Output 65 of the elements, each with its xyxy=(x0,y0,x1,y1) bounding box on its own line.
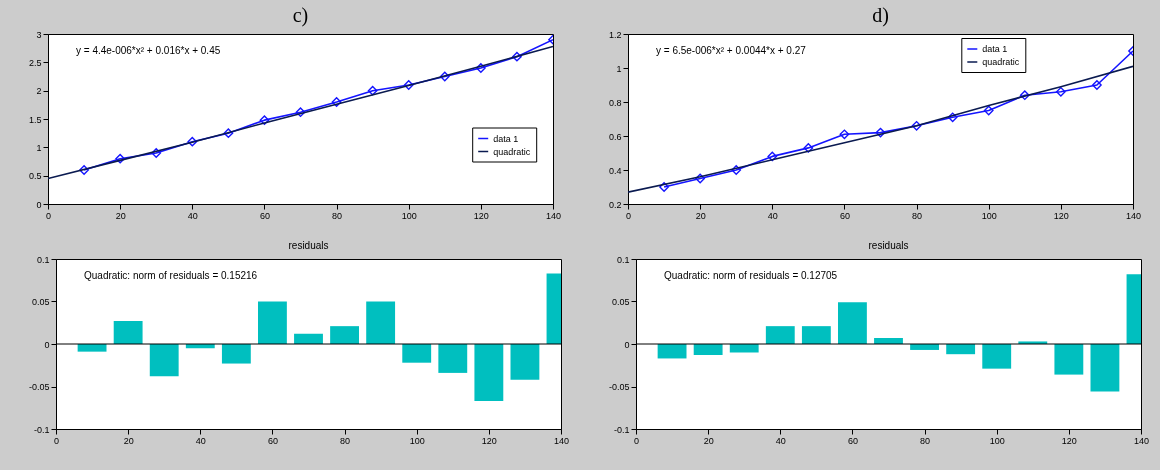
x-tick-label: 20 xyxy=(115,210,126,221)
x-tick-label: 120 xyxy=(473,210,489,221)
legend-label: data 1 xyxy=(982,44,1008,54)
x-tick-label: 20 xyxy=(695,210,706,221)
y-tick-label: 1.2 xyxy=(608,29,622,40)
x-tick-label: 0 xyxy=(633,435,640,446)
legend-label: data 1 xyxy=(493,133,519,144)
y-tick-label: 0.1 xyxy=(616,254,630,265)
annotation: y = 6.5e-006*x² + 0.0044*x + 0.27 xyxy=(656,45,807,56)
x-tick-label: 80 xyxy=(332,210,343,221)
x-tick-label: 100 xyxy=(981,210,997,221)
x-tick-label: 40 xyxy=(195,435,206,446)
y-tick-label: 0.2 xyxy=(608,199,622,210)
y-tick-label: 0 xyxy=(36,199,42,210)
x-tick-label: 100 xyxy=(401,210,417,221)
x-tick-label: 80 xyxy=(920,435,931,446)
x-tick-label: 140 xyxy=(1133,435,1150,446)
y-tick-label: 0.05 xyxy=(31,297,50,307)
x-tick-label: 120 xyxy=(481,435,497,446)
y-tick-label: 0 xyxy=(44,339,50,350)
x-tick-label: 100 xyxy=(989,435,1005,446)
x-tick-label: 60 xyxy=(259,210,270,221)
y-tick-label: -0.1 xyxy=(613,424,630,435)
x-tick-label: 140 xyxy=(1125,210,1142,221)
annotation: Quadratic: norm of residuals = 0.12705 xyxy=(664,270,838,281)
x-tick-label: 60 xyxy=(839,210,850,221)
y-tick-label: -0.05 xyxy=(28,382,50,392)
x-tick-label: 60 xyxy=(267,435,278,446)
y-tick-label: 0.8 xyxy=(608,97,622,108)
x-tick-label: 40 xyxy=(775,435,786,446)
annotation: Quadratic: norm of residuals = 0.15216 xyxy=(84,270,258,281)
y-tick-label: 0 xyxy=(624,339,630,350)
annotation: y = 4.4e-006*x² + 0.016*x + 0.45 xyxy=(76,45,221,56)
chart-title: c) xyxy=(292,4,309,27)
y-tick-label: 1.5 xyxy=(28,114,42,125)
legend-label: quadratic xyxy=(493,146,531,157)
x-tick-label: 120 xyxy=(1053,210,1069,221)
x-tick-label: 120 xyxy=(1061,435,1077,446)
y-tick-label: 0.1 xyxy=(36,254,50,265)
x-tick-label: 40 xyxy=(767,210,778,221)
y-tick-label: 0.4 xyxy=(608,165,622,176)
chart-title: residuals xyxy=(288,240,329,251)
x-tick-label: 140 xyxy=(545,210,562,221)
y-tick-label: 0.05 xyxy=(611,297,630,307)
y-tick-label: 2 xyxy=(36,86,42,97)
y-tick-label: 1 xyxy=(616,63,622,74)
x-tick-label: 40 xyxy=(187,210,198,221)
chart-title: d) xyxy=(872,4,889,27)
x-tick-label: 80 xyxy=(340,435,351,446)
x-tick-label: 140 xyxy=(553,435,570,446)
legend-label: quadratic xyxy=(982,57,1020,67)
y-tick-label: 0.5 xyxy=(28,171,42,182)
y-tick-label: -0.1 xyxy=(33,424,50,435)
y-tick-label: 2.5 xyxy=(28,57,42,68)
x-tick-label: 20 xyxy=(123,435,134,446)
y-tick-label: 3 xyxy=(36,29,42,40)
x-tick-label: 60 xyxy=(847,435,858,446)
x-tick-label: 0 xyxy=(53,435,60,446)
y-tick-label: 1 xyxy=(36,142,42,153)
x-tick-label: 20 xyxy=(703,435,714,446)
x-tick-label: 100 xyxy=(409,435,425,446)
chart-title: residuals xyxy=(868,240,909,251)
y-tick-label: -0.05 xyxy=(608,382,630,392)
y-tick-label: 0.6 xyxy=(608,131,622,142)
x-tick-label: 80 xyxy=(912,210,923,221)
